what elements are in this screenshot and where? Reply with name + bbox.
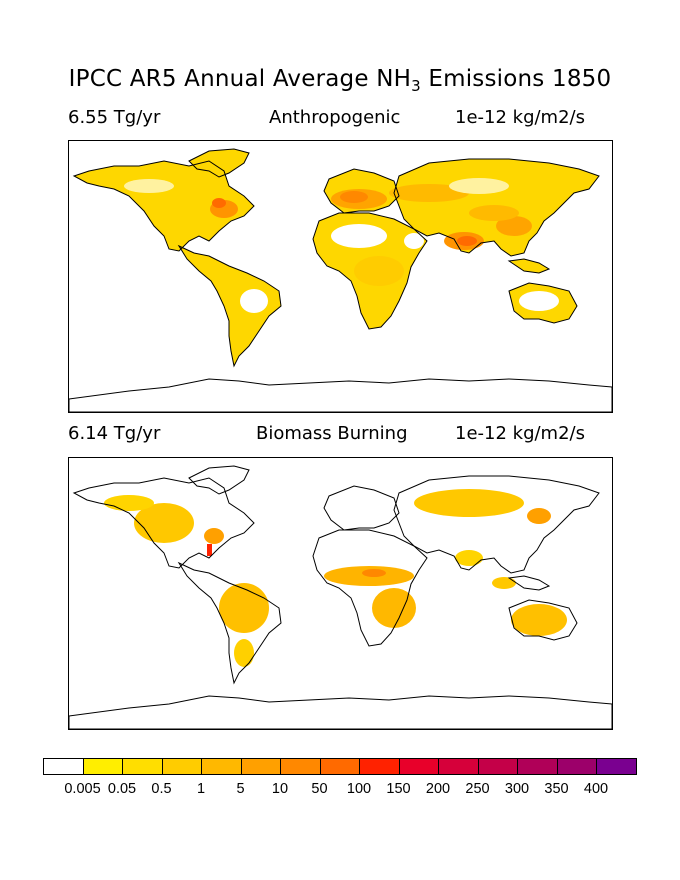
colorbar-label: 150 [386,781,411,797]
colorbar-label: 5 [236,781,245,797]
colorbar-swatch [438,758,479,775]
biomass-burning-map [68,457,613,730]
colorbar-label: 200 [425,781,451,797]
anthropogenic-map [68,140,613,413]
anthropogenic-total: 6.55 Tg/yr [68,107,161,128]
colorbar-label: 100 [346,781,372,797]
colorbar-swatch [596,758,637,775]
colorbar-label: 1 [196,781,206,797]
colorbar-swatch [477,758,518,775]
colorbar-label: 250 [465,781,490,797]
colorbar-label: 50 [311,781,328,797]
colorbar-label: 0.05 [107,781,137,797]
colorbar-label: 300 [504,781,530,797]
colorbar-swatch [201,758,242,775]
colorbar-swatch [161,758,202,775]
biomass-units: 1e-12 kg/m2/s [455,423,585,444]
colorbar-swatch [240,758,281,775]
colorbar-swatch [43,758,84,775]
figure-title: IPCC AR5 Annual Average NH3 Emissions 18… [68,66,612,95]
colorbar-swatch [319,758,360,775]
colorbar-swatch [280,758,321,775]
anthropogenic-label: Anthropogenic [269,107,401,128]
colorbar-swatch [517,758,558,775]
colorbar-swatch [556,758,597,775]
colorbar-swatch [82,758,123,775]
colorbar-label: 400 [583,781,609,797]
colorbar-swatch [398,758,439,775]
colorbar-swatch [122,758,163,775]
colorbar-swatch [359,758,400,775]
biomass-total: 6.14 Tg/yr [68,423,161,444]
biomass-label: Biomass Burning [256,423,408,444]
colorbar-label: 10 [271,781,289,797]
colorbar-label: 350 [544,781,569,797]
colorbar-label: 0.005 [64,781,101,797]
colorbar-label: 0.5 [151,781,172,797]
anthropogenic-units: 1e-12 kg/m2/s [455,107,585,128]
